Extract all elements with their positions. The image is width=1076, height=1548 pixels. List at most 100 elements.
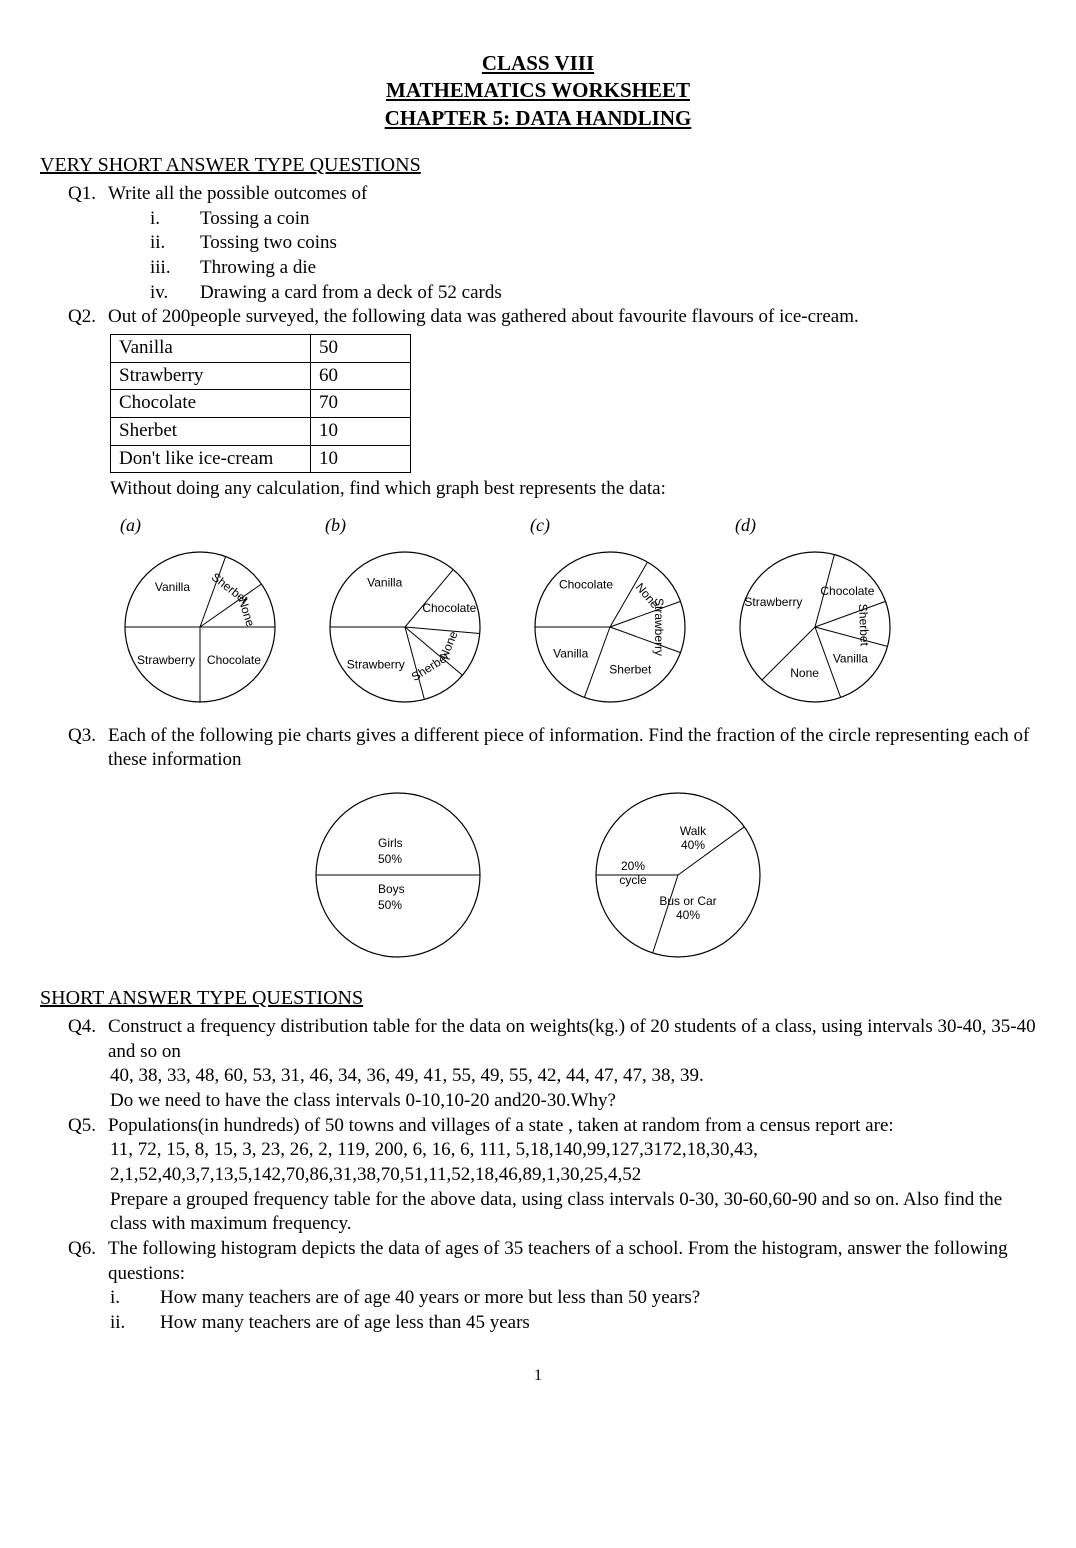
header-subject: MATHEMATICS WORKSHEET xyxy=(40,77,1036,104)
q4-l2: 40, 38, 33, 48, 60, 53, 31, 46, 34, 36, … xyxy=(110,1064,1036,1089)
svg-text:Sherbet: Sherbet xyxy=(609,662,652,676)
q1-num: Q1. xyxy=(68,182,108,207)
q6-sub: ii.How many teachers are of age less tha… xyxy=(110,1311,1036,1336)
svg-text:Vanilla: Vanilla xyxy=(367,575,402,589)
q5-l1: Populations(in hundreds) of 50 towns and… xyxy=(108,1114,894,1139)
pie-a-label: (a) xyxy=(120,514,141,537)
svg-text:Strawberry: Strawberry xyxy=(137,653,195,667)
q2: Q2. Out of 200people surveyed, the follo… xyxy=(68,305,1036,330)
q3: Q3. Each of the following pie charts giv… xyxy=(68,724,1036,773)
q4-l3: Do we need to have the class intervals 0… xyxy=(110,1089,1036,1114)
svg-text:Strawberry: Strawberry xyxy=(744,595,802,609)
q3-pie1: Girls50%Boys50% xyxy=(298,785,498,965)
q2-after: Without doing any calculation, find whic… xyxy=(110,477,1036,502)
q3-text: Each of the following pie charts gives a… xyxy=(108,724,1036,773)
pie-b-svg: VanillaChocolateNoneSherbetStrawberry xyxy=(315,542,495,712)
pie-d-label: (d) xyxy=(735,514,756,537)
sub-text: Tossing two coins xyxy=(200,231,337,256)
pie-a: (a) StrawberryVanillaSherbetNoneChocolat… xyxy=(110,514,290,711)
svg-text:cycle: cycle xyxy=(619,873,647,887)
section-short: SHORT ANSWER TYPE QUESTIONS xyxy=(40,985,1036,1011)
svg-text:Vanilla: Vanilla xyxy=(155,579,190,593)
q5: Q5. Populations(in hundreds) of 50 towns… xyxy=(68,1114,1036,1139)
table-cell: 50 xyxy=(311,335,411,363)
section-very-short: VERY SHORT ANSWER TYPE QUESTIONS xyxy=(40,152,1036,178)
q4: Q4. Construct a frequency distribution t… xyxy=(68,1015,1036,1064)
svg-text:Chocolate: Chocolate xyxy=(559,577,613,591)
page-number: 1 xyxy=(40,1366,1036,1387)
sub-text: Drawing a card from a deck of 52 cards xyxy=(200,281,502,306)
q3-pie2: Walk40%Bus or Car40%20%cycle xyxy=(578,785,778,965)
table-cell: Don't like ice-cream xyxy=(111,445,311,473)
table-cell: Chocolate xyxy=(111,390,311,418)
svg-text:Walk: Walk xyxy=(680,824,707,838)
sub-text: Throwing a die xyxy=(200,256,316,281)
table-cell: Vanilla xyxy=(111,335,311,363)
sub-num: iii. xyxy=(150,256,200,281)
table-row: Vanilla50 xyxy=(111,335,411,363)
q1-sub: iv.Drawing a card from a deck of 52 card… xyxy=(150,281,1036,306)
table-cell: 60 xyxy=(311,362,411,390)
q2-text: Out of 200people surveyed, the following… xyxy=(108,305,859,330)
svg-text:Chocolate: Chocolate xyxy=(422,600,476,614)
svg-text:Chocolate: Chocolate xyxy=(207,653,261,667)
q5-l3: 2,1,52,40,3,7,13,5,142,70,86,31,38,70,51… xyxy=(110,1163,1036,1188)
pie-b-label: (b) xyxy=(325,514,346,537)
pie-d: (d) StrawberryChocolateSherbetVanillaNon… xyxy=(725,514,905,711)
table-cell: 70 xyxy=(311,390,411,418)
worksheet-header: CLASS VIII MATHEMATICS WORKSHEET CHAPTER… xyxy=(40,50,1036,132)
q5-num: Q5. xyxy=(68,1114,108,1139)
q5-l2: 11, 72, 15, 8, 15, 3, 23, 26, 2, 119, 20… xyxy=(110,1138,1036,1163)
svg-text:Strawberry: Strawberry xyxy=(347,657,405,671)
q5-l4: Prepare a grouped frequency table for th… xyxy=(110,1188,1036,1237)
svg-text:None: None xyxy=(236,596,258,628)
q2-pie-row: (a) Strawberry Vanilla Sherbet None Chocolat… xyxy=(110,514,1036,711)
sub-text: Tossing a coin xyxy=(200,207,310,232)
svg-text:Vanilla: Vanilla xyxy=(553,646,588,660)
q6-sub: i.How many teachers are of age 40 years … xyxy=(110,1286,1036,1311)
sub-num: i. xyxy=(110,1286,160,1311)
pie-b: (b) VanillaChocolateNoneSherbetStrawberr… xyxy=(315,514,495,711)
q6-l1: The following histogram depicts the data… xyxy=(108,1237,1036,1286)
pie-c: (c) VanillaChocolateNoneStrawberrySherbe… xyxy=(520,514,700,711)
q1-sub: iii.Throwing a die xyxy=(150,256,1036,281)
q2-num: Q2. xyxy=(68,305,108,330)
pie-c-label: (c) xyxy=(530,514,550,537)
sub-text: How many teachers are of age 40 years or… xyxy=(160,1286,700,1311)
svg-text:40%: 40% xyxy=(676,908,700,922)
sub-num: i. xyxy=(150,207,200,232)
q1-sub: i.Tossing a coin xyxy=(150,207,1036,232)
svg-text:Vanilla: Vanilla xyxy=(833,651,868,665)
q6-num: Q6. xyxy=(68,1237,108,1286)
header-chapter: CHAPTER 5: DATA HANDLING xyxy=(40,105,1036,132)
q4-l1: Construct a frequency distribution table… xyxy=(108,1015,1036,1064)
sub-num: ii. xyxy=(110,1311,160,1336)
svg-text:20%: 20% xyxy=(621,859,645,873)
q2-table: Vanilla50Strawberry60Chocolate70Sherbet1… xyxy=(110,334,411,473)
table-cell: Sherbet xyxy=(111,418,311,446)
svg-text:Chocolate: Chocolate xyxy=(820,583,874,597)
header-class: CLASS VIII xyxy=(40,50,1036,77)
svg-text:Boys: Boys xyxy=(378,882,405,896)
table-cell: 10 xyxy=(311,445,411,473)
q1-text: Write all the possible outcomes of xyxy=(108,182,367,207)
q6: Q6. The following histogram depicts the … xyxy=(68,1237,1036,1286)
pie-d-svg: StrawberryChocolateSherbetVanillaNone xyxy=(725,542,905,712)
sub-num: ii. xyxy=(150,231,200,256)
svg-text:40%: 40% xyxy=(681,838,705,852)
sub-text: How many teachers are of age less than 4… xyxy=(160,1311,530,1336)
q4-num: Q4. xyxy=(68,1015,108,1064)
pie-c-svg: VanillaChocolateNoneStrawberrySherbet xyxy=(520,542,700,712)
q3-pie-row: Girls50%Boys50% Walk40%Bus or Car40%20%c… xyxy=(40,785,1036,965)
q1-sub: ii.Tossing two coins xyxy=(150,231,1036,256)
q3-num: Q3. xyxy=(68,724,108,773)
svg-text:50%: 50% xyxy=(378,852,402,866)
table-row: Chocolate70 xyxy=(111,390,411,418)
pie-a-svg: StrawberryVanillaSherbetNoneChocolate xyxy=(110,542,290,712)
table-row: Sherbet10 xyxy=(111,418,411,446)
svg-text:50%: 50% xyxy=(378,898,402,912)
table-cell: 10 xyxy=(311,418,411,446)
q1: Q1. Write all the possible outcomes of xyxy=(68,182,1036,207)
table-row: Don't like ice-cream10 xyxy=(111,445,411,473)
table-row: Strawberry60 xyxy=(111,362,411,390)
